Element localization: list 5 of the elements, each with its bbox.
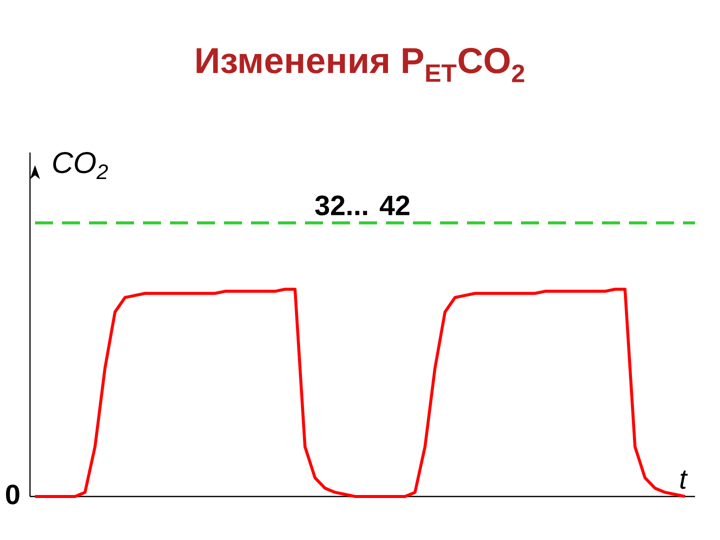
x-axis-title: t <box>680 470 688 489</box>
y-axis-title: CO$_{2}$ <box>53 152 108 180</box>
text: 32... 42 <box>315 196 410 216</box>
chart-title: Изменения P$_{ET}$CO$_{2}$ <box>196 48 524 82</box>
text: 0 <box>6 484 20 504</box>
